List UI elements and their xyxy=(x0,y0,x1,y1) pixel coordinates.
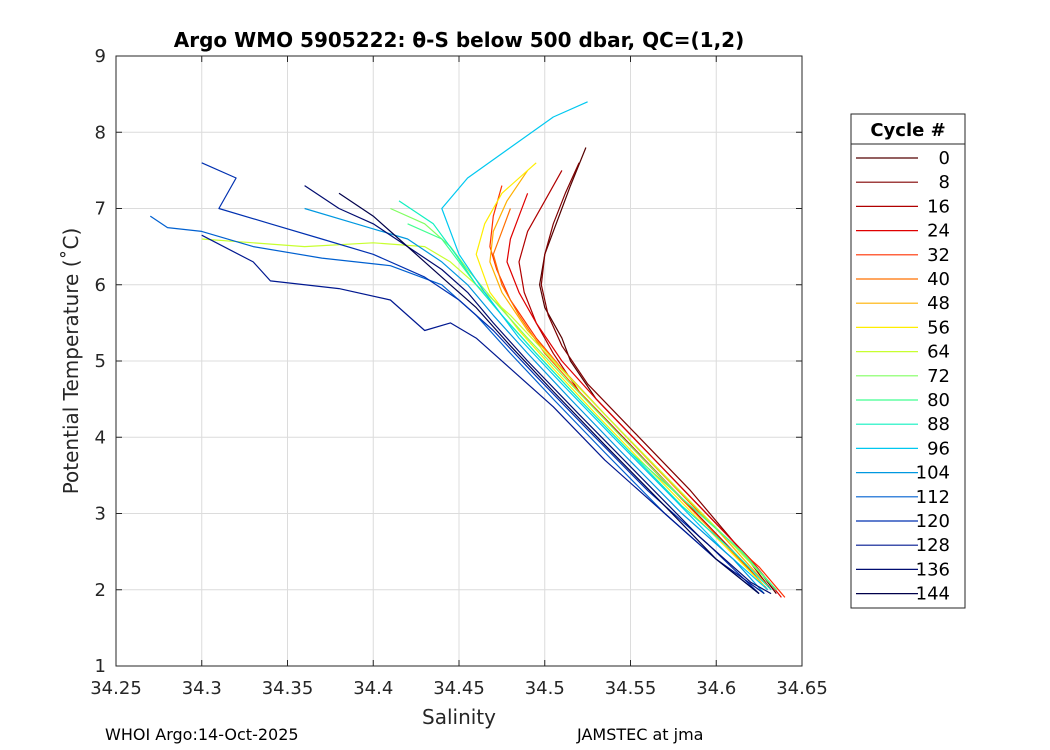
series-layer xyxy=(149,101,786,598)
y-axis-label: Potential Temperature (˚C) xyxy=(59,228,83,495)
y-tick-label: 2 xyxy=(95,580,106,601)
chart-title: Argo WMO 5905222: θ-S below 500 dbar, QC… xyxy=(174,28,744,52)
legend-entry-label: 80 xyxy=(927,390,950,411)
series-line-cycle-16 xyxy=(518,170,769,591)
series-line-cycle-24 xyxy=(506,193,782,598)
x-tick-label: 34.4 xyxy=(353,678,393,699)
x-tick-label: 34.65 xyxy=(776,678,828,699)
series-line-cycle-56 xyxy=(475,162,765,587)
y-tick-label: 5 xyxy=(95,351,106,372)
series-line-cycle-120 xyxy=(201,162,760,595)
series-line-cycle-144 xyxy=(338,192,760,595)
legend: Cycle # 0 8 16 24 32 40 48 56 64 72 80 88 96 104 112 12… xyxy=(850,113,966,609)
legend-entry-label: 96 xyxy=(927,438,950,459)
legend-title: Cycle # xyxy=(870,120,945,141)
series-line-cycle-8 xyxy=(540,162,772,591)
x-tick-label: 34.5 xyxy=(525,678,565,699)
series-line-cycle-128 xyxy=(201,234,765,595)
y-tick-label: 6 xyxy=(95,275,106,296)
axis-ticks: 34.25 34.3 34.35 34.4 34.45 34.5 34.55 34.6 34.6… xyxy=(90,46,828,699)
legend-entry-label: 128 xyxy=(916,535,950,556)
legend-entry-label: 88 xyxy=(927,414,950,435)
y-tick-label: 7 xyxy=(95,199,106,220)
y-tick-label: 9 xyxy=(95,46,106,67)
x-tick-label: 34.25 xyxy=(90,678,142,699)
footer-source: WHOI Argo:14-Oct-2025 xyxy=(105,725,299,744)
x-tick-label: 34.6 xyxy=(696,678,736,699)
x-tick-label: 34.3 xyxy=(182,678,222,699)
legend-entry-label: 40 xyxy=(927,269,950,290)
x-tick-label: 34.45 xyxy=(433,678,485,699)
legend-entry-label: 64 xyxy=(927,342,950,363)
legend-entry-label: 144 xyxy=(916,584,950,605)
series-line-cycle-88 xyxy=(398,200,772,591)
legend-entry-label: 120 xyxy=(916,511,950,532)
series-line-cycle-40 xyxy=(492,208,769,591)
y-tick-label: 4 xyxy=(95,427,106,448)
legend-entry-label: 16 xyxy=(927,196,950,217)
legend-entry-label: 0 xyxy=(939,148,950,169)
series-line-cycle-104 xyxy=(304,207,765,595)
y-tick-label: 8 xyxy=(95,122,106,143)
legend-entry-label: 56 xyxy=(927,317,950,338)
legend-entry-label: 112 xyxy=(916,487,950,508)
x-axis-label: Salinity xyxy=(422,705,496,729)
x-tick-label: 34.55 xyxy=(605,678,657,699)
legend-entries: 0 8 16 24 32 40 48 56 64 72 80 88 96 104 112 120 128 136 1… xyxy=(856,148,950,605)
legend-entry-label: 8 xyxy=(939,172,950,193)
series-line-cycle-136 xyxy=(304,185,772,595)
legend-entry-label: 48 xyxy=(927,293,950,314)
series-line-cycle-96 xyxy=(441,101,769,591)
y-tick-label: 1 xyxy=(95,656,106,677)
footer-credit: JAMSTEC at jma xyxy=(577,725,704,744)
legend-entry-label: 32 xyxy=(927,245,950,266)
legend-entry-label: 104 xyxy=(916,463,950,484)
legend-box xyxy=(850,113,966,609)
legend-entry-label: 136 xyxy=(916,559,950,580)
x-tick-label: 34.35 xyxy=(262,678,314,699)
legend-entry-label: 24 xyxy=(927,221,950,242)
series-line-cycle-48 xyxy=(489,170,769,587)
y-tick-label: 3 xyxy=(95,504,106,525)
legend-entry-label: 72 xyxy=(927,366,950,387)
